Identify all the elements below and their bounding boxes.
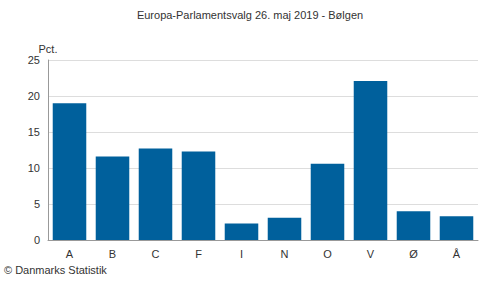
svg-text:5: 5 <box>34 198 40 210</box>
svg-text:25: 25 <box>28 54 40 66</box>
svg-text:15: 15 <box>28 126 40 138</box>
svg-text:I: I <box>240 248 243 260</box>
svg-text:F: F <box>195 248 202 260</box>
svg-text:10: 10 <box>28 162 40 174</box>
svg-text:20: 20 <box>28 90 40 102</box>
svg-text:Ø: Ø <box>409 248 418 260</box>
svg-text:A: A <box>66 248 74 260</box>
svg-text:Pct.: Pct. <box>39 43 58 55</box>
svg-text:C: C <box>152 248 160 260</box>
svg-text:Å: Å <box>453 248 461 260</box>
svg-text:© Danmarks Statistik: © Danmarks Statistik <box>4 264 107 276</box>
svg-text:V: V <box>367 248 375 260</box>
svg-text:0: 0 <box>34 234 40 246</box>
svg-text:N: N <box>281 248 289 260</box>
svg-text:Europa-Parlamentsvalg 26. maj: Europa-Parlamentsvalg 26. maj 2019 - Bøl… <box>137 9 363 21</box>
svg-text:B: B <box>109 248 116 260</box>
svg-text:O: O <box>323 248 332 260</box>
